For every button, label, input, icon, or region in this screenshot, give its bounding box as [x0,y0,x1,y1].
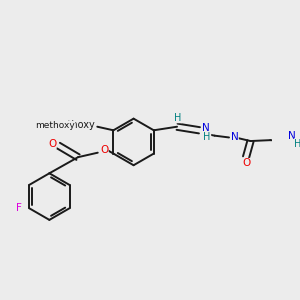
Text: O: O [100,145,108,155]
Text: F: F [16,203,21,213]
Text: O: O [48,139,56,149]
Text: methoxy: methoxy [35,121,75,130]
Text: H: H [174,113,182,123]
Text: methoxy: methoxy [52,120,95,130]
Text: O: O [243,158,251,168]
Text: H: H [203,132,211,142]
Text: N: N [202,124,210,134]
Text: N: N [230,132,238,142]
Text: N: N [288,131,296,141]
Text: O: O [85,121,93,131]
Text: H: H [294,139,300,149]
